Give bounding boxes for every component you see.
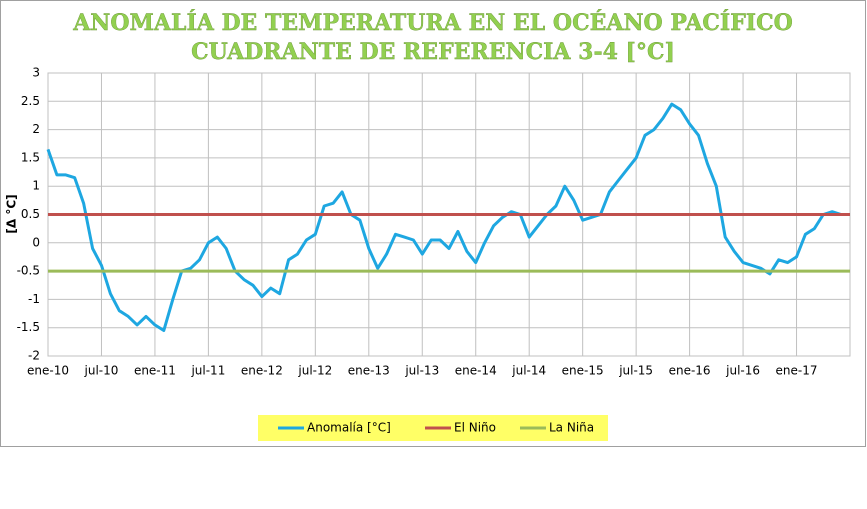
x-tick-label: ene-11 xyxy=(134,364,176,378)
x-tick-label: jul-14 xyxy=(511,364,546,378)
y-tick-label: 1.5 xyxy=(21,150,40,164)
x-tick-label: jul-16 xyxy=(725,364,760,378)
x-tick-label: ene-17 xyxy=(776,364,818,378)
x-tick-label: ene-15 xyxy=(562,364,604,378)
legend-label: Anomalía [°C] xyxy=(307,421,391,435)
chart-frame xyxy=(0,0,866,447)
x-tick-label: jul-15 xyxy=(618,364,653,378)
y-tick-label: -2 xyxy=(28,349,40,363)
x-tick-label: ene-13 xyxy=(348,364,390,378)
line xyxy=(46,102,842,332)
legend-label: El Niño xyxy=(454,421,496,435)
x-tick-label: ene-12 xyxy=(241,364,283,378)
x-tick-label: jul-11 xyxy=(190,364,225,378)
y-tick-label: 3 xyxy=(32,66,40,80)
y-tick-label: 1 xyxy=(32,179,40,193)
x-tick-label: jul-10 xyxy=(84,364,119,378)
chart-title: ANOMALÍA DE TEMPERATURA EN EL OCÉANO PAC… xyxy=(72,9,793,36)
y-tick-label: 0.5 xyxy=(21,207,40,221)
x-tick-label: jul-13 xyxy=(404,364,439,378)
y-tick-label: -1 xyxy=(28,292,40,306)
y-tick-label: 0 xyxy=(32,235,40,249)
x-tick-label: jul-12 xyxy=(297,364,332,378)
y-axis-label: [Δ °C] xyxy=(5,194,19,233)
y-tick-label: 2 xyxy=(32,122,40,136)
y-tick-label: -1.5 xyxy=(17,320,40,334)
legend-label: La Niña xyxy=(549,421,594,435)
y-tick-label: -0.5 xyxy=(17,264,40,278)
x-tick-label: ene-14 xyxy=(455,364,497,378)
chart-subtitle: CUADRANTE DE REFERENCIA 3-4 [°C] xyxy=(191,39,675,65)
x-tick-label: ene-16 xyxy=(669,364,711,378)
y-tick-label: 2.5 xyxy=(21,94,40,108)
x-tick-label: ene-10 xyxy=(27,364,69,378)
